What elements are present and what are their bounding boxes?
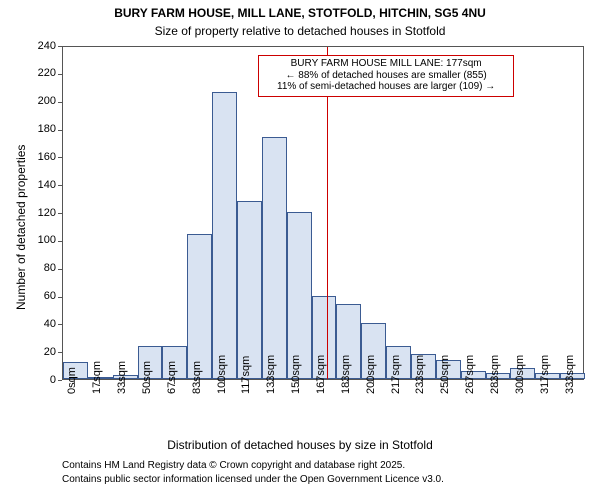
chart-title-2: Size of property relative to detached ho… <box>0 24 600 38</box>
y-tick-mark <box>58 269 62 270</box>
x-tick-mark <box>124 380 125 384</box>
x-tick-mark <box>348 380 349 384</box>
y-tick-mark <box>58 352 62 353</box>
y-tick-mark <box>58 74 62 75</box>
x-tick-mark <box>472 380 473 384</box>
annotation-line: 11% of semi-detached houses are larger (… <box>261 81 511 93</box>
y-tick-label: 80 <box>16 262 56 274</box>
y-tick-label: 20 <box>16 346 56 358</box>
y-tick-mark <box>58 102 62 103</box>
x-tick-mark <box>398 380 399 384</box>
x-tick-mark <box>572 380 573 384</box>
x-tick-mark <box>497 380 498 384</box>
y-tick-label: 0 <box>16 374 56 386</box>
y-tick-mark <box>58 185 62 186</box>
y-tick-label: 100 <box>16 234 56 246</box>
x-tick-mark <box>547 380 548 384</box>
histogram-bar <box>212 92 237 379</box>
y-tick-mark <box>58 213 62 214</box>
plot-area: BURY FARM HOUSE MILL LANE: 177sqm← 88% o… <box>62 46 584 380</box>
x-tick-mark <box>422 380 423 384</box>
footnote-2: Contains public sector information licen… <box>62 474 444 485</box>
histogram-bar <box>187 234 212 379</box>
annotation-box: BURY FARM HOUSE MILL LANE: 177sqm← 88% o… <box>258 55 514 97</box>
x-tick-mark <box>174 380 175 384</box>
x-tick-mark <box>224 380 225 384</box>
x-tick-mark <box>323 380 324 384</box>
x-tick-mark <box>298 380 299 384</box>
y-tick-mark <box>58 380 62 381</box>
histogram-bar <box>262 137 287 379</box>
y-tick-label: 120 <box>16 207 56 219</box>
y-tick-mark <box>58 157 62 158</box>
x-axis-label: Distribution of detached houses by size … <box>0 438 600 452</box>
x-tick-mark <box>74 380 75 384</box>
y-tick-label: 240 <box>16 40 56 52</box>
x-tick-mark <box>248 380 249 384</box>
y-tick-mark <box>58 297 62 298</box>
x-tick-mark <box>199 380 200 384</box>
y-tick-label: 60 <box>16 290 56 302</box>
annotation-line: BURY FARM HOUSE MILL LANE: 177sqm <box>261 58 511 70</box>
x-tick-mark <box>273 380 274 384</box>
y-tick-mark <box>58 46 62 47</box>
chart-container: BURY FARM HOUSE, MILL LANE, STOTFOLD, HI… <box>0 0 600 500</box>
annotation-line: ← 88% of detached houses are smaller (85… <box>261 70 511 82</box>
y-tick-label: 140 <box>16 179 56 191</box>
y-tick-mark <box>58 324 62 325</box>
y-tick-label: 180 <box>16 123 56 135</box>
footnote-1: Contains HM Land Registry data © Crown c… <box>62 460 405 471</box>
histogram-bar <box>287 212 312 379</box>
y-tick-label: 160 <box>16 151 56 163</box>
y-tick-mark <box>58 130 62 131</box>
y-tick-mark <box>58 241 62 242</box>
x-tick-mark <box>522 380 523 384</box>
chart-title-1: BURY FARM HOUSE, MILL LANE, STOTFOLD, HI… <box>0 6 600 20</box>
x-tick-mark <box>149 380 150 384</box>
x-tick-mark <box>99 380 100 384</box>
y-tick-label: 40 <box>16 318 56 330</box>
y-tick-label: 200 <box>16 95 56 107</box>
y-axis-label: Number of detached properties <box>14 145 28 310</box>
x-tick-mark <box>373 380 374 384</box>
y-tick-label: 220 <box>16 67 56 79</box>
histogram-bar <box>237 201 262 379</box>
x-tick-mark <box>447 380 448 384</box>
